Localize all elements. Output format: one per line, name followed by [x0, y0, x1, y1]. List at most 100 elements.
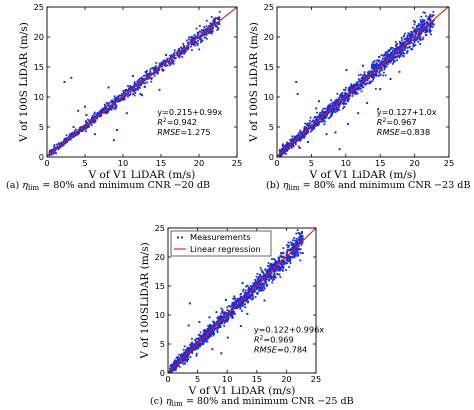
data-point [260, 289, 263, 292]
data-point [375, 70, 378, 73]
data-point [320, 118, 323, 121]
data-point [364, 83, 367, 85]
outlier-point [187, 324, 190, 327]
data-point [218, 315, 221, 318]
x-tick-label: 10 [341, 158, 351, 168]
data-point [245, 297, 248, 300]
data-point [113, 97, 116, 100]
data-point [240, 303, 243, 306]
data-point [326, 109, 329, 112]
data-point [284, 145, 287, 148]
data-point [181, 355, 183, 357]
data-point [292, 256, 294, 259]
data-point [171, 368, 174, 371]
data-point [308, 124, 311, 127]
data-point [424, 26, 427, 29]
data-point [372, 64, 375, 67]
data-point [387, 61, 390, 64]
data-point [220, 320, 223, 323]
data-point [200, 35, 203, 37]
data-point [292, 145, 295, 148]
data-point [280, 155, 282, 157]
data-point [60, 142, 63, 145]
data-point [197, 343, 199, 346]
data-point [207, 32, 210, 34]
data-point [79, 130, 81, 133]
data-point [298, 236, 301, 238]
data-point [208, 25, 211, 27]
data-point [226, 319, 229, 321]
data-point [227, 316, 230, 319]
data-point [424, 31, 427, 34]
data-point [74, 128, 77, 131]
data-point [105, 112, 108, 115]
data-point [266, 276, 269, 279]
data-point [393, 49, 395, 52]
data-point [282, 143, 285, 146]
data-point [192, 43, 194, 46]
rmse-value: =0.838 [400, 127, 430, 137]
caption-eta: η [166, 396, 172, 407]
data-point [430, 22, 433, 25]
data-point [170, 56, 173, 59]
data-point [390, 51, 393, 54]
x-tick-label: 25 [311, 374, 321, 384]
data-point [376, 70, 378, 72]
data-point [226, 309, 229, 311]
data-point [306, 132, 309, 134]
data-point [311, 129, 313, 132]
data-point [182, 358, 184, 361]
data-point [160, 61, 163, 64]
data-point [305, 128, 307, 131]
data-point [400, 52, 403, 54]
data-point [384, 54, 386, 57]
data-point [329, 103, 332, 105]
data-point [136, 87, 139, 90]
data-point [180, 52, 183, 55]
data-point [348, 90, 351, 93]
outlier-point [389, 78, 392, 80]
data-point [154, 68, 157, 71]
data-point [326, 112, 328, 115]
data-point [288, 244, 290, 247]
data-point [96, 112, 99, 115]
data-point [419, 35, 422, 38]
data-point [280, 261, 283, 264]
data-point [88, 125, 90, 128]
data-point [235, 299, 238, 302]
data-point [400, 37, 403, 39]
data-point [111, 99, 114, 102]
data-point [199, 342, 202, 345]
data-point [215, 24, 218, 27]
x-tick-label: 10 [222, 374, 232, 384]
data-point [408, 37, 411, 40]
outlier-point [260, 269, 263, 272]
data-point [200, 38, 203, 41]
data-point [311, 120, 313, 123]
data-point [103, 103, 106, 106]
data-point [57, 148, 60, 151]
data-point [212, 320, 214, 323]
data-point [400, 53, 403, 56]
data-point [282, 266, 285, 268]
data-point [178, 49, 181, 52]
data-point [187, 346, 190, 349]
data-point [401, 47, 404, 50]
data-point [212, 325, 214, 328]
data-point [265, 281, 267, 283]
data-point [142, 82, 145, 84]
data-point [388, 53, 390, 56]
data-point [198, 36, 201, 39]
data-point [282, 247, 285, 249]
data-point [347, 96, 350, 99]
data-point [427, 16, 430, 19]
data-point [386, 52, 389, 55]
r2-exponent: 2 [382, 117, 386, 124]
data-point [354, 84, 357, 87]
data-point [418, 38, 421, 41]
data-point [241, 297, 244, 300]
data-point [196, 31, 199, 34]
data-point [200, 41, 202, 44]
data-point [223, 314, 225, 316]
data-point [382, 64, 384, 67]
